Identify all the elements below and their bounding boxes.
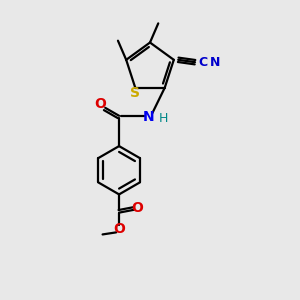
Text: N: N: [143, 110, 154, 124]
Text: H: H: [159, 112, 168, 125]
Text: C: C: [199, 56, 208, 69]
Text: S: S: [130, 86, 140, 100]
Text: N: N: [210, 56, 221, 69]
Text: O: O: [113, 222, 125, 236]
Text: O: O: [94, 97, 106, 111]
Text: O: O: [131, 201, 143, 215]
